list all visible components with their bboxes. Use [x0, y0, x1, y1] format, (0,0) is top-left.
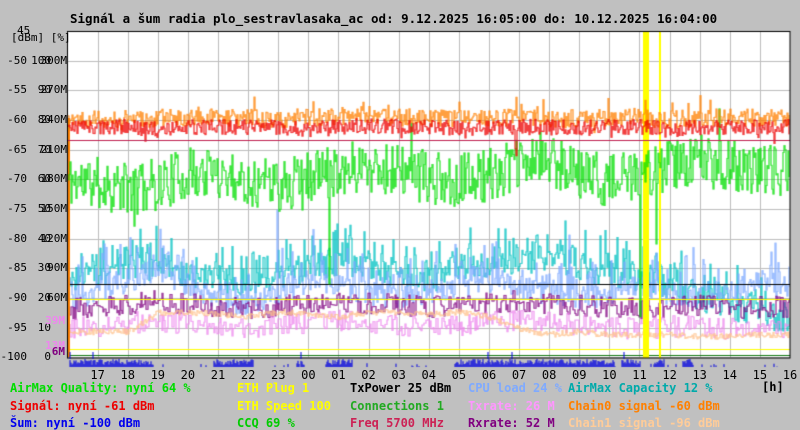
y-tick-pct: 60 — [37, 172, 51, 186]
y-tick-pct: 10 — [37, 320, 51, 334]
y-tick-rate: 60M — [47, 291, 67, 305]
x-tick-hour: 18 — [120, 368, 135, 382]
x-tick-hour: 15 — [752, 368, 768, 382]
legend-item: Chain1 signal -96 dBm — [568, 416, 720, 430]
y-tick-dbm: -80 — [7, 231, 27, 245]
legend-item: Txrate: 26 M — [468, 399, 555, 413]
legend-item: Freq 5700 MHz — [350, 416, 444, 430]
y-tick-dbm: -50 — [7, 53, 27, 67]
x-axis-unit-label: [h] — [762, 380, 784, 394]
legend-item: CCQ 69 % — [237, 416, 295, 430]
rate-inner-label: 39M — [45, 314, 65, 327]
y-tick-pct: 80 — [37, 112, 51, 126]
x-tick-hour: 16 — [782, 368, 798, 382]
x-tick-hour: 06 — [481, 368, 497, 382]
y-tick-dbm: -90 — [7, 291, 27, 305]
legend-item: Signál: nyní -61 dBm — [10, 399, 155, 413]
legend-item: AirMax Capacity 12 % — [568, 381, 713, 395]
y-tick-pct: 30 — [37, 261, 51, 275]
legend-item: ETH Plug 1 — [237, 381, 310, 395]
legend-item: Connections 1 — [350, 399, 444, 413]
y-tick-pct: 90 — [37, 83, 51, 97]
y-tick-rate: 240M — [40, 112, 68, 126]
x-tick-hour: 07 — [511, 368, 527, 382]
y-tick-pct: 100 — [31, 53, 51, 67]
legend-item: ETH Speed 100 — [237, 399, 331, 413]
y-tick-dbm: -70 — [7, 172, 27, 186]
legend-item: Rxrate: 52 M — [468, 416, 555, 430]
rate-inner-label: 13M — [45, 339, 65, 352]
legend-item: Chain0 signal -60 dBm — [568, 399, 720, 413]
y-tick-rate: 150M — [40, 202, 68, 215]
y-tick-pct: 50 — [37, 202, 51, 215]
x-tick-hour: 11 — [632, 368, 647, 382]
legend-item: Šum: nyní -100 dBm — [10, 416, 141, 430]
y-axis-units-label: [dBm] [%] — [11, 31, 71, 44]
x-tick-hour: 03 — [391, 368, 406, 382]
x-tick-hour: 05 — [451, 368, 467, 382]
y-tick-pct: 0 — [44, 350, 51, 364]
y-tick-rate: 210M — [40, 142, 68, 156]
x-tick-hour: 10 — [602, 368, 617, 382]
y-tick-rate: 180M — [40, 172, 68, 186]
x-tick-hour: 00 — [301, 368, 316, 382]
legend-item: TxPower 25 dBm — [350, 381, 452, 395]
legend-item: AirMax Quality: nyní 64 % — [10, 381, 191, 395]
y-tick-pct: 40 — [37, 231, 51, 245]
y-tick-rate: 90M — [47, 261, 67, 275]
y-tick-rate: 270M — [40, 83, 68, 97]
y-tick-dbm: -75 — [7, 202, 27, 215]
x-tick-hour: 21 — [210, 368, 226, 382]
rate-inner-label: 6M — [51, 345, 65, 358]
x-tick-hour: 04 — [421, 368, 436, 382]
x-tick-hour: 17 — [90, 368, 105, 382]
y-axis-top-tick: 45 — [17, 24, 31, 37]
x-tick-hour: 22 — [240, 368, 256, 382]
y-tick-rate: 300M — [40, 53, 68, 67]
y-tick-dbm: -55 — [7, 83, 27, 97]
y-tick-dbm: -100 — [0, 350, 28, 364]
y-tick-pct: 20 — [37, 291, 51, 305]
chart-title: Signál a šum radia plo_sestravlasaka_ac … — [70, 11, 718, 26]
y-tick-dbm: -60 — [7, 112, 27, 126]
x-tick-hour: 12 — [662, 368, 677, 382]
x-tick-hour: 08 — [541, 368, 557, 382]
x-tick-hour: 23 — [270, 368, 286, 382]
x-tick-hour: 19 — [150, 368, 166, 382]
legend-item: CPU load 24 % — [468, 381, 562, 395]
x-tick-hour: 01 — [331, 368, 346, 382]
y-tick-dbm: -65 — [7, 142, 27, 156]
y-tick-dbm: -85 — [7, 261, 27, 275]
y-tick-pct: 70 — [37, 142, 51, 156]
y-tick-rate: 120M — [40, 231, 68, 245]
x-tick-hour: 13 — [692, 368, 707, 382]
x-tick-hour: 20 — [180, 368, 196, 382]
x-tick-hour: 14 — [722, 368, 737, 382]
x-tick-hour: 09 — [572, 368, 587, 382]
x-tick-hour: 02 — [361, 368, 376, 382]
y-tick-dbm: -95 — [7, 320, 27, 334]
